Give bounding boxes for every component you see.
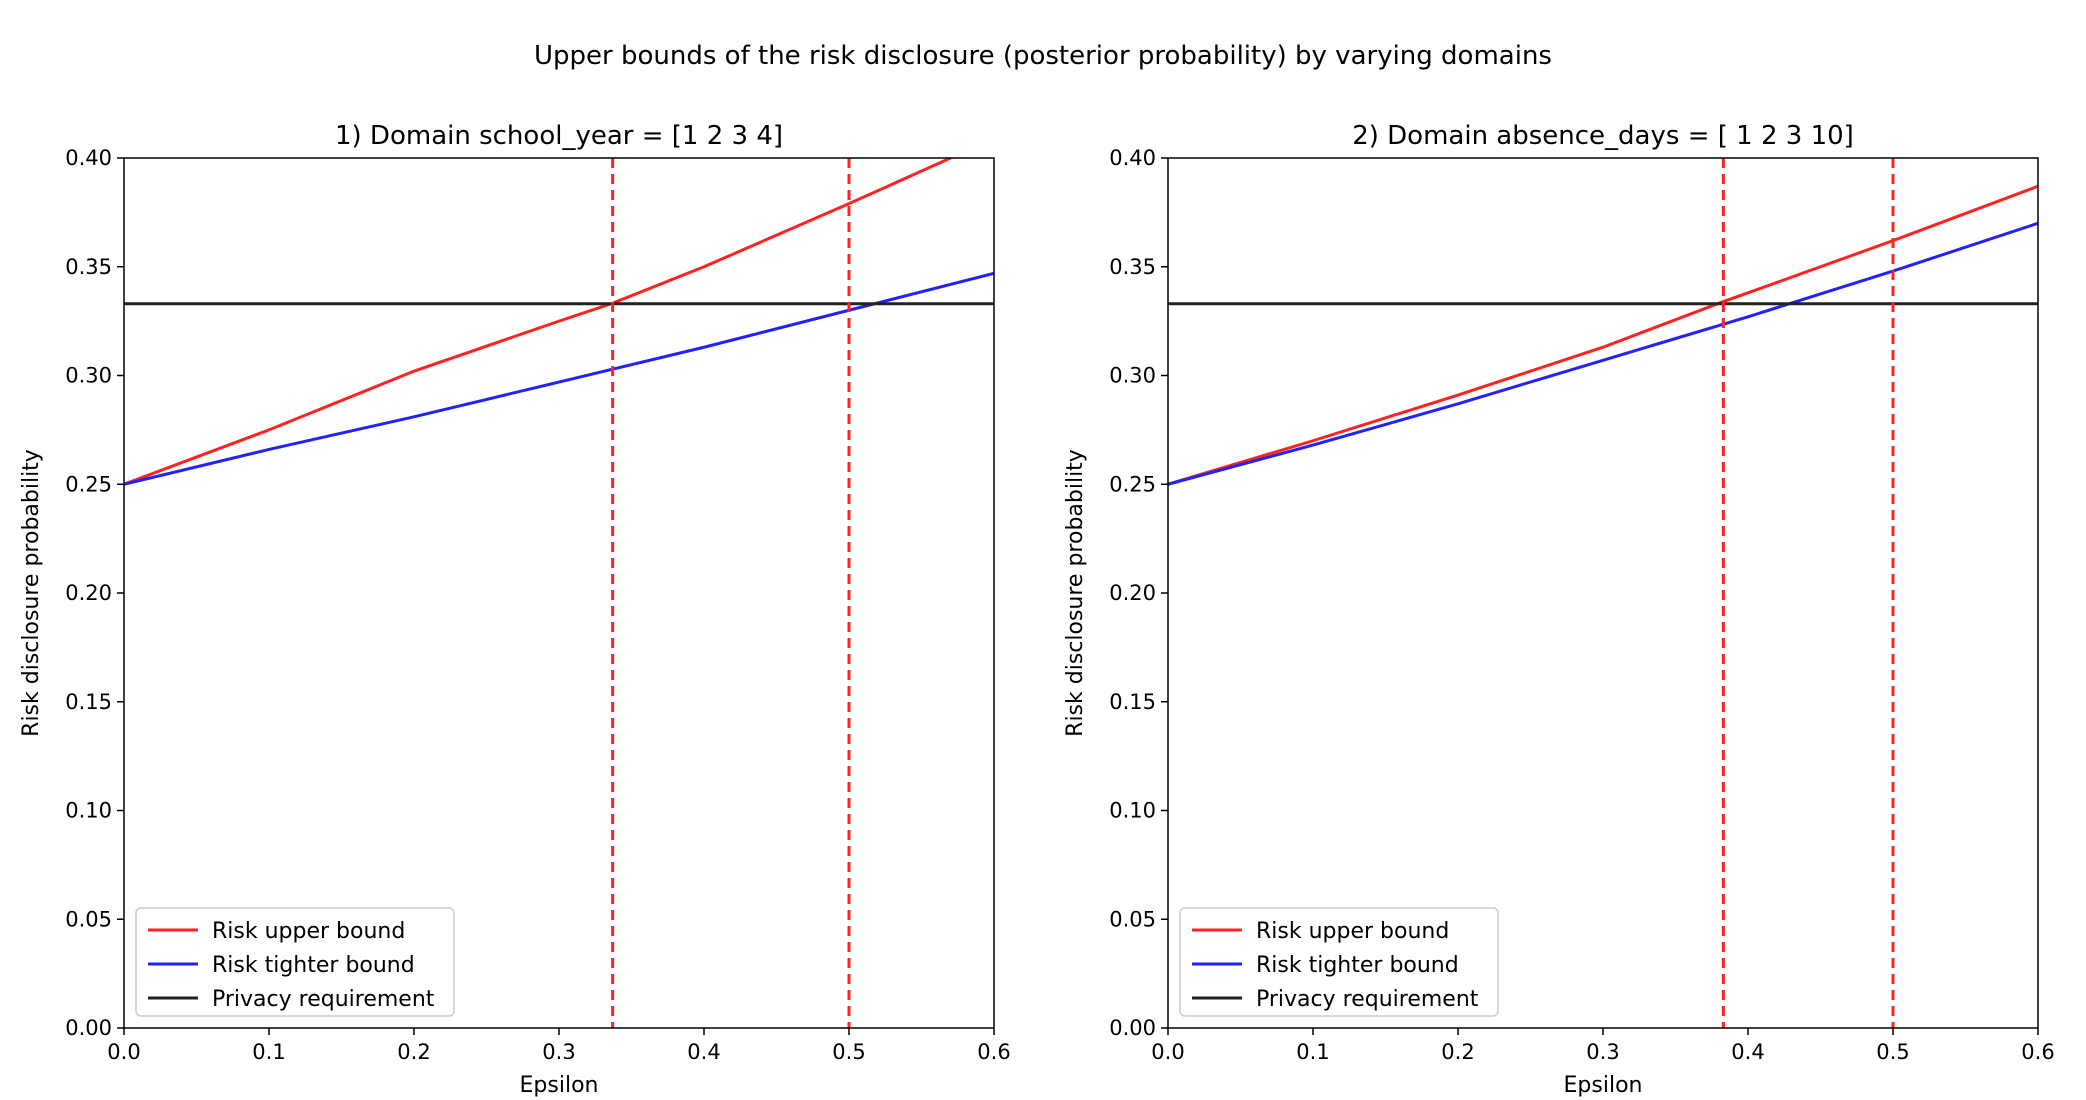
y-tick-label: 0.10 [1109,799,1156,823]
series-line-risk-upper-bound [1168,184,2038,486]
axes-frame [123,157,995,1029]
x-axis-label: Epsilon [520,1073,599,1098]
x-tick-label: 0.6 [977,1040,1010,1064]
x-tick-label: 0.5 [832,1040,865,1064]
x-tick-label: 0.2 [397,1040,430,1064]
y-tick-label: 0.15 [1109,690,1156,714]
x-tick-label: 0.1 [1296,1040,1329,1064]
y-tick-label: 0.05 [65,907,112,931]
legend-entry: Privacy requirement [1256,987,1479,1012]
x-tick-label: 0.0 [107,1040,140,1064]
series-line-risk-upper-bound [124,158,955,486]
y-tick-label: 0.00 [1109,1016,1156,1040]
y-tick-label: 0.10 [65,799,112,823]
axes-frame [1167,157,2039,1029]
x-tick-label: 0.2 [1441,1040,1474,1064]
x-tick-label: 0.0 [1151,1040,1184,1064]
legend-box [1179,907,1499,1017]
legend-entry: Risk tighter bound [1256,953,1459,978]
legend-box [135,907,455,1017]
y-tick-label: 0.25 [1109,472,1156,496]
x-tick-label: 0.5 [1876,1040,1909,1064]
subplot-title: 1) Domain school_year = [1 2 3 4] [335,121,783,151]
y-tick-label: 0.15 [65,690,112,714]
x-tick-label: 0.3 [542,1040,575,1064]
y-tick-label: 0.00 [65,1016,112,1040]
y-tick-label: 0.40 [1109,146,1156,170]
plot-area [1168,158,2038,1028]
x-tick-label: 0.4 [1731,1040,1764,1064]
legend-entry: Risk tighter bound [212,953,415,978]
plot-area [124,158,994,1028]
figure-suptitle: Upper bounds of the risk disclosure (pos… [534,41,1552,71]
y-tick-label: 0.25 [65,472,112,496]
y-tick-label: 0.20 [65,581,112,605]
x-tick-label: 0.3 [1586,1040,1619,1064]
legend-entry: Privacy requirement [212,987,435,1012]
subplot-school-year: 1) Domain school_year = [1 2 3 4]0.0 0.1 0… [19,121,1011,1098]
x-tick-label: 0.6 [2021,1040,2054,1064]
x-axis-label: Epsilon [1564,1073,1643,1098]
y-tick-label: 0.40 [65,146,112,170]
x-tick-label: 0.4 [687,1040,720,1064]
subplot-title: 2) Domain absence_days = [ 1 2 3 10] [1352,121,1854,151]
y-tick-label: 0.20 [1109,581,1156,605]
y-tick-label: 0.35 [1109,255,1156,279]
x-tick-label: 0.1 [252,1040,285,1064]
y-tick-label: 0.30 [1109,364,1156,388]
y-tick-label: 0.30 [65,364,112,388]
legend: Risk upper bound Risk tighter bound Privac… [135,907,455,1017]
y-axis-label: Risk disclosure probability [19,449,44,737]
legend-entry: Risk upper bound [212,919,405,944]
y-tick-label: 0.35 [65,255,112,279]
y-tick-label: 0.05 [1109,907,1156,931]
legend: Risk upper bound Risk tighter bound Privac… [1179,907,1499,1017]
legend-entry: Risk upper bound [1256,919,1449,944]
subplot-absence-days: 2) Domain absence_days = [ 1 2 3 10]0.0 0… [1063,121,2055,1098]
y-axis-label: Risk disclosure probability [1063,449,1088,737]
